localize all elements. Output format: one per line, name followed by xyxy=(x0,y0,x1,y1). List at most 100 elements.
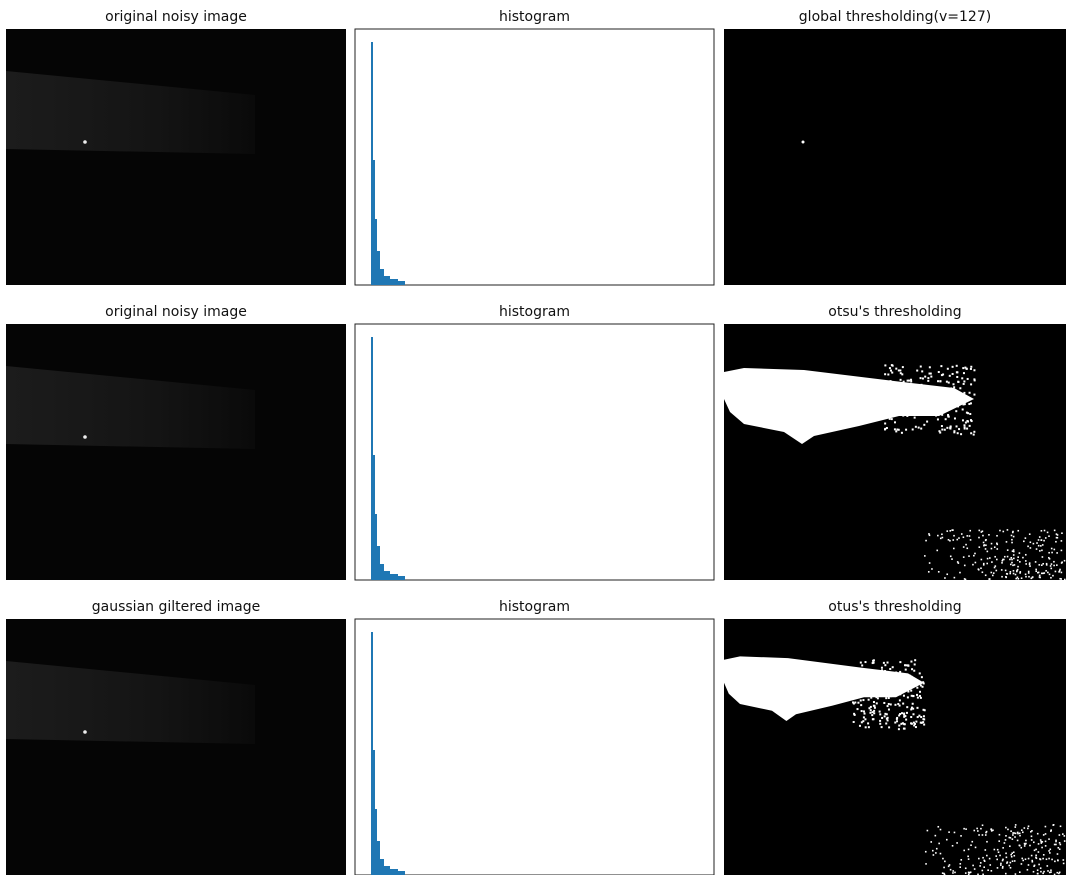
noise-dot xyxy=(1002,531,1004,533)
noise-dot xyxy=(1033,865,1035,867)
noise-dot xyxy=(997,867,999,869)
noise-dot xyxy=(868,699,870,701)
noise-dot xyxy=(970,419,972,421)
noise-dot xyxy=(905,669,907,671)
noise-dot xyxy=(890,415,892,417)
noise-dot xyxy=(890,380,892,382)
noise-dot xyxy=(1038,545,1040,547)
noise-dot xyxy=(952,402,954,404)
noise-dot xyxy=(1025,858,1027,860)
noise-dot xyxy=(911,402,913,404)
noise-dot xyxy=(953,383,955,385)
noise-dot xyxy=(871,714,873,716)
image-background xyxy=(6,619,346,875)
noise-dot xyxy=(920,722,922,724)
noise-dot xyxy=(1050,869,1052,871)
panel xyxy=(6,29,346,285)
noise-dot xyxy=(894,722,896,724)
noise-dot xyxy=(977,830,979,832)
noise-dot xyxy=(1035,849,1037,851)
noise-dot xyxy=(948,406,950,408)
noise-dot xyxy=(925,540,927,542)
noise-dot xyxy=(1005,827,1007,829)
noise-dot xyxy=(888,407,890,409)
noise-dot xyxy=(904,405,906,407)
noise-dot xyxy=(966,535,968,537)
noise-dot xyxy=(969,392,971,394)
noise-dot xyxy=(902,411,904,413)
noise-dot xyxy=(1024,843,1026,845)
noise-dot xyxy=(942,394,944,396)
noise-dot xyxy=(940,829,942,831)
noise-dot xyxy=(910,379,912,381)
noise-dot xyxy=(876,671,878,673)
noise-dot xyxy=(949,428,951,430)
noise-dot xyxy=(1001,562,1003,564)
noise-dot xyxy=(1010,862,1012,864)
noise-dot xyxy=(941,429,943,431)
noise-dot xyxy=(907,664,909,666)
noise-dot xyxy=(891,418,893,420)
noise-dot xyxy=(1025,573,1027,575)
noise-dot xyxy=(924,555,926,557)
noise-dot xyxy=(917,697,919,699)
noise-dot xyxy=(956,425,958,427)
noise-dot xyxy=(969,530,971,532)
noise-dot xyxy=(1040,839,1042,841)
noise-dot xyxy=(1034,850,1036,852)
noise-dot xyxy=(990,829,992,831)
noise-dot xyxy=(852,693,854,695)
noise-dot xyxy=(881,726,883,728)
noise-dot xyxy=(964,565,966,567)
noise-dot xyxy=(884,423,886,425)
noise-dot xyxy=(944,861,946,863)
noise-dot xyxy=(956,842,958,844)
noise-dot xyxy=(1031,830,1033,832)
noise-dot xyxy=(1031,855,1033,857)
noise-dot xyxy=(1028,571,1030,573)
noise-dot xyxy=(1011,542,1013,544)
noise-dot xyxy=(1007,829,1009,831)
noise-dot xyxy=(906,712,908,714)
noise-dot xyxy=(880,673,882,675)
noise-dot xyxy=(1043,854,1045,856)
noise-dot xyxy=(1021,829,1023,831)
noise-dot xyxy=(1061,532,1063,534)
noise-dot xyxy=(938,571,940,573)
noise-dot xyxy=(883,662,885,664)
noise-dot xyxy=(1015,574,1017,576)
noise-dot xyxy=(1017,566,1019,568)
noise-dot xyxy=(1050,565,1052,567)
noise-dot xyxy=(989,858,991,860)
noise-dot xyxy=(870,697,872,699)
noise-dot xyxy=(1048,557,1050,559)
noise-dot xyxy=(1013,570,1015,572)
noise-dot xyxy=(966,396,968,398)
noise-dot xyxy=(1012,834,1014,836)
image-background xyxy=(724,29,1066,285)
noise-dot xyxy=(923,715,925,717)
noise-dot xyxy=(888,703,890,705)
noise-dot xyxy=(1023,540,1025,542)
noise-dot xyxy=(870,709,872,711)
noise-dot xyxy=(965,872,967,874)
noise-dot xyxy=(914,401,916,403)
noise-dot xyxy=(916,694,918,696)
noise-dot xyxy=(962,419,964,421)
noise-dot xyxy=(1006,857,1008,859)
noise-dot xyxy=(1007,549,1009,551)
noise-dot xyxy=(912,708,914,710)
noise-dot xyxy=(860,704,862,706)
noise-dot xyxy=(1063,859,1065,861)
noise-dot xyxy=(1011,856,1013,858)
noise-dot xyxy=(931,568,933,570)
noise-dot xyxy=(1006,573,1008,575)
noise-dot xyxy=(948,539,950,541)
noise-dot xyxy=(953,386,955,388)
noise-dot xyxy=(906,415,908,417)
noise-dot xyxy=(892,666,894,668)
noise-dot xyxy=(978,530,980,532)
noise-dot xyxy=(1006,862,1008,864)
noise-dot xyxy=(895,430,897,432)
noise-dot xyxy=(945,418,947,420)
